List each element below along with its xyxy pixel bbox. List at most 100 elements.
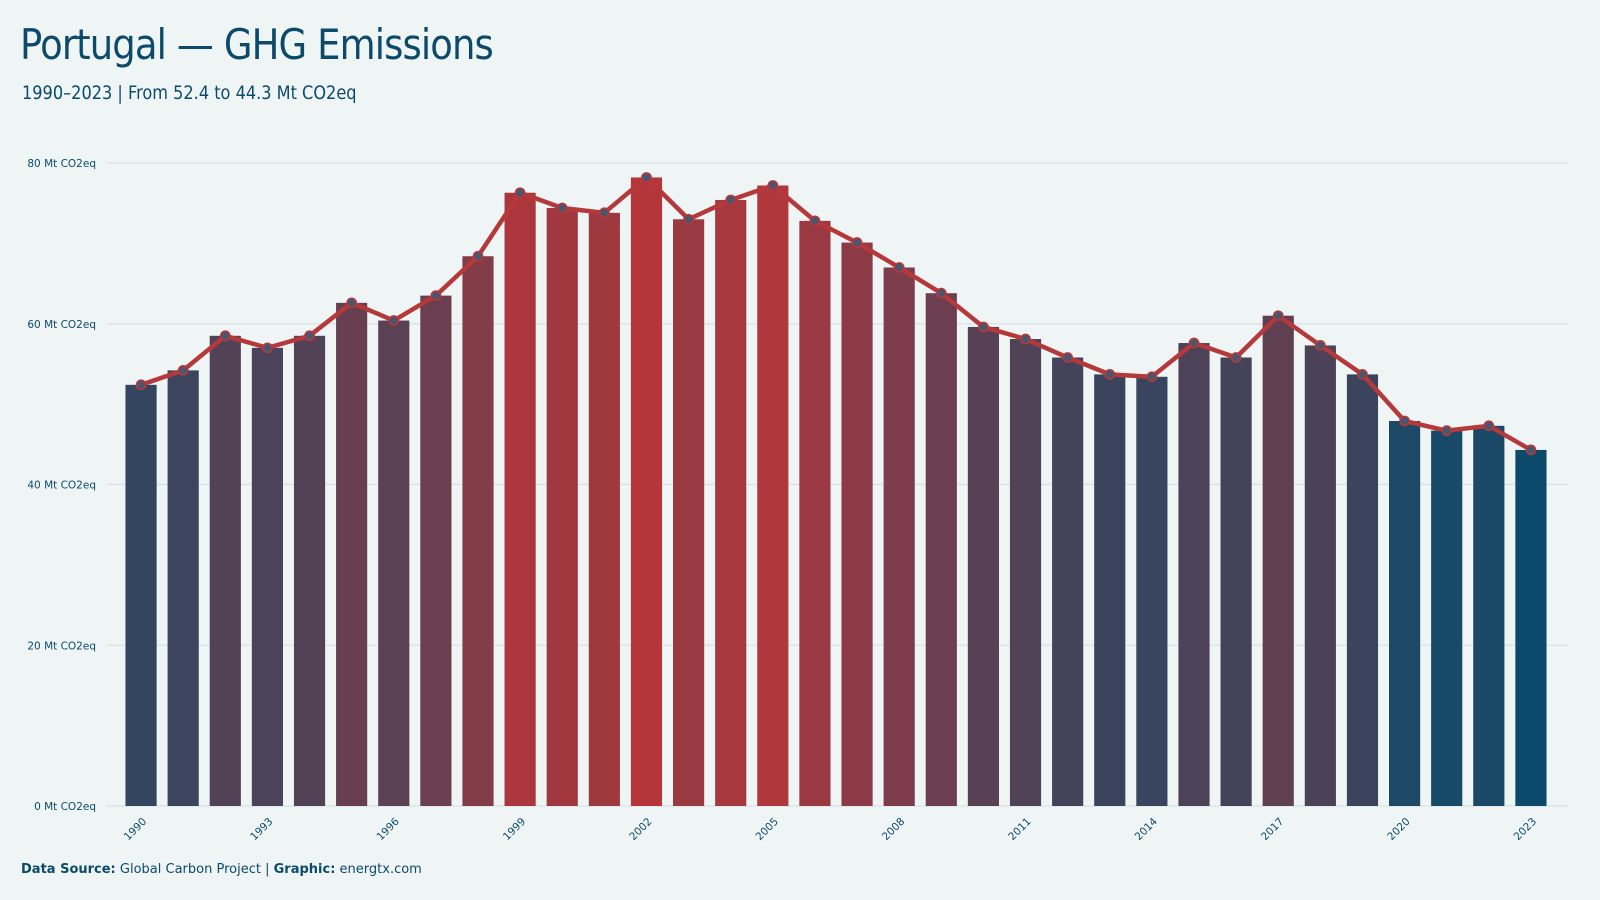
bar xyxy=(841,242,873,807)
chart-subtitle: 1990–2023 | From 52.4 to 44.3 Mt CO2eq xyxy=(22,82,357,104)
bar xyxy=(799,220,831,806)
x-tick-label: 2023 xyxy=(1512,816,1539,843)
data-point xyxy=(556,202,568,214)
x-tick-label: 1996 xyxy=(374,815,402,843)
bar xyxy=(757,185,789,806)
data-point xyxy=(1441,425,1453,437)
bar xyxy=(546,208,578,806)
graphic-value: energtx.com xyxy=(339,862,422,877)
data-point xyxy=(219,330,231,342)
x-tick-label: 2002 xyxy=(627,816,654,843)
data-point xyxy=(262,342,273,354)
x-axis-labels: 1990 1993 1996 1999 2002 2005 2008 2011 2014 2017… xyxy=(122,815,1539,843)
data-point xyxy=(935,287,947,299)
bar xyxy=(1009,339,1042,806)
x-tick-label: 2008 xyxy=(880,816,907,843)
bar xyxy=(462,256,494,806)
graphic-label: Graphic: xyxy=(273,862,336,877)
data-point xyxy=(1399,415,1410,427)
data-point xyxy=(304,330,315,342)
data-point xyxy=(683,213,694,225)
bar xyxy=(588,212,620,806)
data-point xyxy=(430,290,442,302)
data-point xyxy=(472,250,484,262)
bar xyxy=(1389,421,1421,806)
bar xyxy=(925,293,957,806)
source-label: Data Source: xyxy=(21,862,116,877)
data-point xyxy=(1230,352,1242,363)
markers xyxy=(135,172,1537,456)
bar xyxy=(1304,345,1336,806)
data-point xyxy=(1146,371,1158,383)
data-point xyxy=(1020,333,1031,345)
bar xyxy=(630,177,663,806)
bar xyxy=(125,384,157,806)
y-tick-label: 60 Mt CO2eq xyxy=(27,319,96,331)
trend-line xyxy=(138,175,1534,453)
bar xyxy=(715,199,747,806)
y-axis-labels: 0 Mt CO2eq 20 Mt CO2eq 40 Mt CO2eq 60 Mt CO… xyxy=(27,158,96,813)
bar xyxy=(1052,357,1084,806)
x-tick-label: 1990 xyxy=(122,816,149,843)
bar xyxy=(378,320,410,806)
bar xyxy=(504,192,536,806)
data-point xyxy=(388,315,400,326)
bars xyxy=(125,177,1547,807)
x-tick-label: 2020 xyxy=(1385,816,1412,843)
data-point xyxy=(725,194,737,206)
data-point xyxy=(346,297,358,309)
x-tick-label: 2011 xyxy=(1006,816,1033,843)
bar xyxy=(1094,374,1126,806)
data-point xyxy=(893,262,905,273)
bar xyxy=(167,370,199,806)
data-point xyxy=(641,172,652,183)
y-tick-label: 0 Mt CO2eq xyxy=(34,801,96,813)
chart-title: Portugal — GHG Emissions xyxy=(20,20,494,69)
bar xyxy=(209,335,241,806)
x-tick-label: 1999 xyxy=(501,816,528,843)
bar xyxy=(1262,315,1294,806)
bar xyxy=(1220,357,1252,806)
bar xyxy=(1431,430,1463,806)
bar xyxy=(336,302,368,806)
data-point xyxy=(1357,368,1368,380)
x-tick-label: 2017 xyxy=(1259,816,1286,843)
bar xyxy=(1136,376,1168,806)
bar xyxy=(967,326,999,806)
x-tick-label: 2014 xyxy=(1133,815,1161,843)
data-point xyxy=(978,321,989,333)
data-point xyxy=(177,364,189,376)
bar xyxy=(251,347,283,806)
x-tick-label: 2005 xyxy=(754,816,781,843)
source-value: Global Carbon Project xyxy=(119,862,261,877)
y-tick-label: 40 Mt CO2eq xyxy=(27,480,96,492)
y-tick-label: 80 Mt CO2eq xyxy=(27,158,96,170)
bar xyxy=(673,219,705,806)
x-tick-label: 1993 xyxy=(248,816,275,843)
y-tick-label: 20 Mt CO2eq xyxy=(27,640,96,652)
bar xyxy=(883,267,915,806)
data-point xyxy=(1525,444,1537,456)
bar xyxy=(1346,374,1379,806)
bar xyxy=(420,295,452,806)
bar xyxy=(293,335,326,806)
data-point xyxy=(1483,420,1495,432)
footer-separator: | xyxy=(265,862,270,877)
data-point xyxy=(1314,340,1326,351)
data-point xyxy=(767,180,779,191)
data-point xyxy=(514,187,526,199)
data-point xyxy=(851,237,863,248)
data-point xyxy=(598,207,610,219)
bar xyxy=(1515,449,1547,806)
data-point xyxy=(1062,352,1074,363)
data-point xyxy=(809,215,821,227)
bar xyxy=(1178,343,1210,806)
bar xyxy=(1473,425,1505,806)
data-point xyxy=(135,379,147,391)
data-point xyxy=(1188,337,1200,349)
data-point xyxy=(1104,368,1116,380)
data-point xyxy=(1272,310,1284,322)
footer: Data Source: Global Carbon Project | Gra… xyxy=(21,862,422,877)
emissions-line xyxy=(138,175,1534,453)
